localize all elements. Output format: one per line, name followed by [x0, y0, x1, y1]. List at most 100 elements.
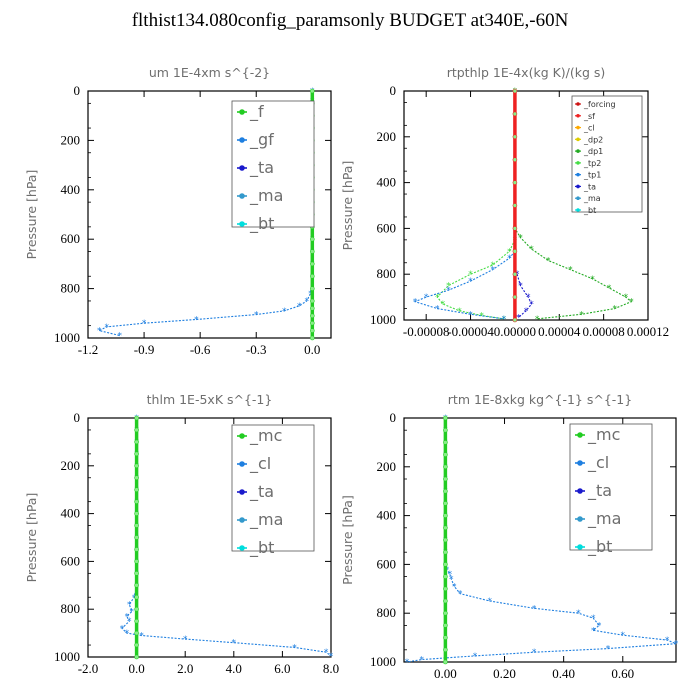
data-point: * [142, 319, 147, 329]
data-point [134, 523, 139, 528]
data-point [134, 547, 139, 552]
data-point: * [532, 604, 537, 614]
data-point [443, 488, 448, 494]
y-tick-label: 0 [74, 83, 81, 98]
legend-box [569, 423, 653, 551]
data-point [134, 559, 139, 564]
data-point [134, 415, 139, 421]
y-tick-label: 400 [377, 175, 397, 190]
data-point: * [120, 624, 125, 634]
series-line [514, 91, 633, 320]
data-point: * [405, 658, 410, 668]
data-point: * [532, 648, 537, 658]
legend-marker [576, 113, 580, 118]
x-tick-label: 0.00008 [583, 324, 625, 339]
data-point: * [546, 256, 551, 266]
plot-frame [403, 90, 649, 321]
data-point: * [529, 245, 534, 255]
legend-marker [577, 460, 583, 466]
x-tick-label: 0.0 [128, 661, 144, 676]
data-point [134, 571, 139, 576]
data-point: * [435, 305, 440, 315]
data-point: * [468, 270, 473, 280]
data-point: * [490, 261, 495, 271]
data-point: * [194, 315, 199, 325]
data-point: * [502, 315, 507, 325]
data-point [443, 598, 448, 604]
legend-label: _dp2 [583, 135, 603, 144]
y-tick-label: 1000 [370, 312, 396, 327]
data-point [512, 271, 518, 277]
legend-box [231, 100, 315, 228]
x-tick-label: 0.60 [611, 666, 634, 681]
panel-thlm: thlm 1E-5xK s^{-1} Pressure [hPa] 0 200 400 6… [24, 392, 339, 676]
data-point: * [487, 597, 492, 607]
y-tick-label: 200 [61, 458, 81, 473]
data-point: * [518, 282, 523, 292]
legend-label: _dp1 [583, 147, 603, 156]
x-tick-label: -2.0 [78, 661, 99, 676]
data-point: * [490, 266, 495, 276]
panel-um: um 1E-4xm s^{-2} Pressure [hPa] 0 200 400 600… [24, 65, 332, 357]
data-point [512, 157, 518, 162]
data-point [310, 273, 315, 279]
legend-marker [577, 516, 583, 522]
legend-marker [576, 196, 580, 201]
data-point [443, 427, 448, 433]
legend-label: _bt [583, 206, 596, 215]
data-point: * [419, 656, 424, 666]
panel-title: rtpthlp 1E-4x(kg K)/(kg s) [447, 65, 606, 80]
y-tick-label: 0 [74, 410, 81, 425]
data-point [443, 586, 448, 592]
panel-title: thlm 1E-5xK s^{-1} [147, 392, 273, 407]
legend-label: _mc [249, 426, 282, 446]
legend-label: _ta [587, 481, 612, 501]
x-tick-label: 0.00000 [494, 324, 536, 339]
data-point: * [568, 266, 573, 276]
legend-label: _ma [249, 510, 283, 530]
data-point [134, 451, 139, 457]
y-tick-label: 800 [377, 605, 397, 620]
data-point [443, 610, 448, 616]
data-point: * [232, 639, 237, 649]
data-point [310, 286, 315, 291]
data-point [310, 88, 315, 94]
series-line [516, 274, 533, 319]
data-point: * [97, 327, 102, 337]
legend-label: _cl [249, 454, 271, 474]
y-tick-label: 400 [377, 508, 397, 523]
data-point [134, 594, 139, 600]
legend-marker [577, 488, 583, 494]
legend-marker [577, 544, 583, 550]
data-point [443, 415, 448, 421]
legend-label: _bt [249, 538, 274, 558]
panel-rtm: rtm 1E-8xkg kg^{-1} s^{-1} Pressure [hPa]… [340, 392, 679, 681]
data-point [134, 487, 139, 493]
data-point [512, 134, 518, 140]
legend-marker [239, 461, 245, 467]
data-point: * [502, 315, 507, 325]
y-tick-label: 400 [61, 182, 81, 197]
data-point: * [183, 635, 188, 645]
legend-label: _f [249, 102, 264, 122]
y-axis-label: Pressure [hPa] [24, 170, 39, 260]
x-tick-label: 2.0 [177, 661, 193, 676]
y-tick-label: 0 [390, 83, 397, 98]
data-point: * [292, 643, 297, 653]
data-point: * [468, 277, 473, 287]
data-point: * [452, 582, 457, 592]
data-point: * [282, 307, 287, 317]
data-point [443, 623, 448, 628]
figure-title: flthist134.080config_paramsonly BUDGET a… [131, 10, 569, 31]
data-point [512, 249, 518, 254]
data-point: * [446, 286, 451, 296]
data-point [443, 476, 448, 482]
data-point: * [518, 234, 523, 244]
panel-title: um 1E-4xm s^{-2} [149, 65, 270, 80]
data-point: * [324, 648, 329, 658]
legend-marker [576, 149, 580, 153]
data-point: * [590, 275, 595, 285]
legend-label: _mc [587, 425, 620, 445]
legend-box [571, 95, 643, 213]
series-line [413, 250, 516, 320]
